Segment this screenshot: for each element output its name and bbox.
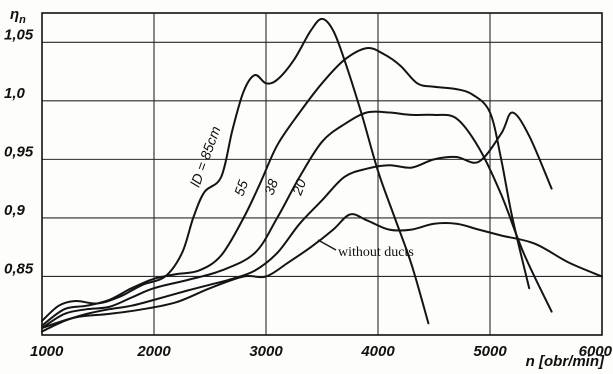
x-tick-label: 3000 [249, 343, 283, 360]
tick-labels: 1000 2000 3000 4000 5000 6000 1,05 1,0 0,95 0,9 0,… [4, 26, 613, 360]
y-axis-label-sub: n [19, 14, 26, 26]
curve-label-55: 55 [231, 178, 251, 198]
curves [41, 17, 603, 333]
x-tick-label: 2000 [136, 343, 171, 360]
curve-55 [41, 46, 531, 327]
plot-frame [41, 12, 603, 336]
y-tick-label: 0,95 [4, 143, 34, 160]
curve-label-85cm: lD = 85cm [187, 124, 224, 189]
y-tick-label: 1,0 [4, 85, 26, 102]
curve-without-ducts [41, 213, 603, 329]
curve-38 [41, 110, 553, 329]
y-axis-label: ηn [10, 6, 26, 26]
curve-label-38: 38 [261, 177, 281, 197]
y-tick-label: 0,85 [4, 260, 34, 277]
x-tick-label: 1000 [30, 343, 64, 360]
x-tick-label: 5000 [473, 343, 507, 360]
curve-label-20: 20 [288, 177, 309, 198]
x-tick-label: 4000 [360, 343, 395, 360]
curve-85cm [41, 17, 430, 325]
grid [42, 13, 602, 335]
curve-label-without-ducts: without ducts [338, 245, 414, 260]
y-tick-label: 1,05 [4, 26, 34, 43]
x-axis-label: n [obr/min] [526, 353, 605, 370]
curve-20 [41, 111, 553, 333]
without-ducts-leader [317, 239, 337, 251]
x-tick-label: 6000 [579, 343, 613, 360]
y-axis-label-main: η [10, 6, 19, 23]
y-tick-label: 0,9 [4, 202, 26, 219]
